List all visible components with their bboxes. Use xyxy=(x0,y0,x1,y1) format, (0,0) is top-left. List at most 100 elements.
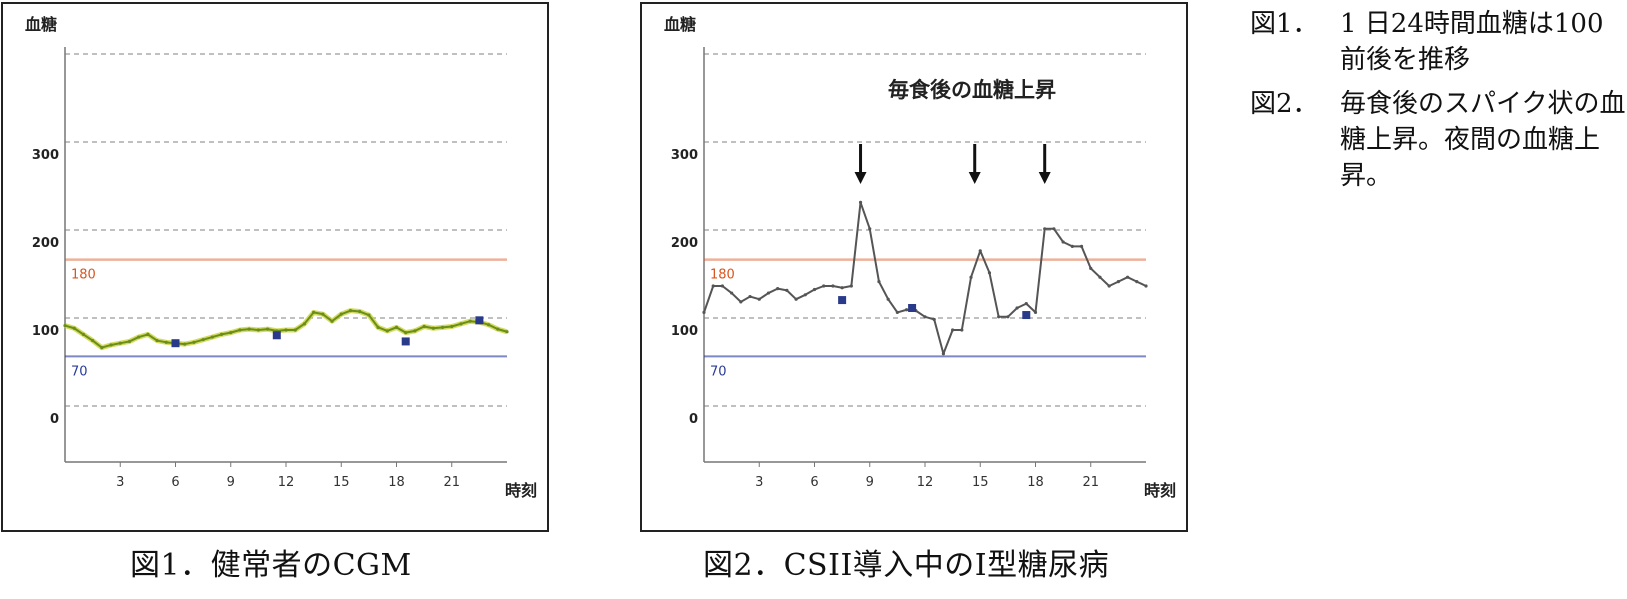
chart2-data-point xyxy=(766,291,771,295)
chart1-y-tick-label: 200 xyxy=(32,236,59,251)
figure1-caption: 図1．健常者のCGM xyxy=(130,548,412,583)
chart2-meal-marker xyxy=(908,304,917,312)
chart1-data-point xyxy=(394,325,399,329)
figure-notes: 図1． 1 日24時間血糖は100前後を推移 図2． 毎食後のスパイク状の血糖上… xyxy=(1250,6,1626,202)
chart2-y-tick-label: 300 xyxy=(671,148,698,163)
chart2-data-point xyxy=(822,284,826,288)
chart1-data-point xyxy=(339,312,343,316)
chart1-meal-marker xyxy=(475,316,484,325)
note-figure1-text: 1 日24時間血糖は100前後を推移 xyxy=(1340,9,1604,75)
chart2-data-point xyxy=(711,284,715,288)
chart2-x-tick-label: 18 xyxy=(1027,475,1044,490)
chart2-data-point xyxy=(868,227,872,231)
chart1-x-tick-label: 15 xyxy=(333,475,350,490)
chart2-data-point xyxy=(1006,315,1010,319)
chart2-x-tick-label: 6 xyxy=(810,475,818,490)
chart2-data-point xyxy=(757,297,761,301)
chart1-data-point xyxy=(109,343,113,347)
chart1-reference-line-label: 180 xyxy=(71,268,96,283)
chart2-x-tick-label: 3 xyxy=(755,475,763,490)
chart1-data-point xyxy=(293,328,297,332)
chart1-y-axis-title: 血糖 xyxy=(25,15,57,34)
chart1-data-point xyxy=(358,309,362,314)
chart2-data-point xyxy=(978,249,982,253)
chart-panel-normal-cgm: 0 100 200 300 3 6 9 12 15 18 21 血糖 時刻 180 70 xyxy=(1,2,549,532)
chart2-spike-arrow-head xyxy=(968,172,981,184)
chart1-data-point xyxy=(284,328,288,332)
chart1-data-point xyxy=(404,331,408,335)
chart2-data-point xyxy=(923,315,927,319)
chart2-data-point xyxy=(849,284,853,288)
chart1-data-point xyxy=(321,312,325,316)
chart2-data-point xyxy=(1144,284,1148,288)
chart2-data-point xyxy=(1043,227,1047,231)
chart1-data-point xyxy=(137,335,141,339)
chart1-data-point xyxy=(229,331,233,335)
chart2-y-tick-label: 0 xyxy=(689,412,698,427)
chart2-data-point xyxy=(1107,284,1111,288)
chart2-data-point xyxy=(720,284,725,288)
chart2-data-point xyxy=(932,317,936,322)
chart2-data-point xyxy=(1052,227,1056,231)
chart1-data-point xyxy=(100,346,104,350)
chart1-meal-marker xyxy=(171,339,180,348)
chart1-data-point xyxy=(192,340,196,344)
chart1-data-point xyxy=(459,322,463,326)
chart1-data-point xyxy=(440,325,445,329)
chart1-data-point xyxy=(422,324,426,329)
chart2-data-point xyxy=(1116,280,1120,284)
chart2-y-axis-title: 血糖 xyxy=(664,15,696,34)
chart2-data-point xyxy=(960,328,964,332)
chart2-meal-marker xyxy=(838,296,847,305)
chart2-data-point xyxy=(1024,302,1028,306)
chart2-data-point xyxy=(1061,240,1065,244)
chart1-x-tick-label: 3 xyxy=(116,475,124,490)
chart1-y-tick-label: 0 xyxy=(50,412,59,427)
chart2-data-point xyxy=(812,287,817,292)
chart2-spike-arrow-head xyxy=(854,172,867,184)
chart2-x-tick-label: 15 xyxy=(972,475,989,490)
chart1-data-point xyxy=(238,328,242,332)
chart2-x-axis-title: 時刻 xyxy=(1144,481,1176,500)
chart1-data-point xyxy=(210,335,214,339)
chart2-data-point xyxy=(997,315,1001,319)
chart2-x-tick-label: 9 xyxy=(866,475,874,490)
chart1-data-point xyxy=(164,340,168,344)
chart2-data-point xyxy=(1135,280,1139,284)
note-figure2-number: 図2． xyxy=(1250,89,1319,119)
chart2-data-point xyxy=(969,275,973,279)
chart-panel-csii-type1: 0 100 200 300 3 6 9 12 15 18 21 血糖 時刻 180 70 毎食後の血糖上昇 xyxy=(640,2,1188,532)
chart1-data-point xyxy=(155,338,159,343)
chart2-data-point xyxy=(951,328,955,332)
chart2-data-point xyxy=(840,286,844,290)
chart2-series-line xyxy=(703,201,1147,355)
chart2-data-point xyxy=(1015,306,1019,310)
chart2-reference-line-label: 70 xyxy=(710,364,727,379)
chart2-y-tick-label: 200 xyxy=(671,236,698,251)
chart1-x-tick-label: 6 xyxy=(171,475,179,490)
chart1-x-tick-label: 12 xyxy=(278,475,295,490)
chart1-data-point xyxy=(183,342,187,346)
chart2-data-point xyxy=(941,352,946,356)
chart2-data-point xyxy=(1098,275,1102,279)
note-figure1: 図1． 1 日24時間血糖は100前後を推移 xyxy=(1250,6,1626,78)
chart1-x-tick-label: 21 xyxy=(443,475,460,490)
chart2-x-tick-label: 12 xyxy=(917,475,934,490)
chart2-reference-line-label: 180 xyxy=(710,268,735,283)
chart1-data-point xyxy=(201,338,205,342)
chart2-data-point xyxy=(895,310,899,314)
chart1-x-axis-title: 時刻 xyxy=(505,481,537,500)
chart1-data-point xyxy=(413,329,417,333)
chart2-y-tick-label: 100 xyxy=(671,324,698,339)
chart1-data-point xyxy=(91,338,95,343)
chart1-data-point xyxy=(118,341,122,345)
chart1-data-point xyxy=(219,332,224,336)
chart1-data-point xyxy=(431,326,435,330)
chart2-title: 毎食後の血糖上昇 xyxy=(888,78,1056,102)
chart2-data-point xyxy=(776,287,780,291)
chart2-data-point xyxy=(748,294,752,299)
chart1-meal-marker xyxy=(272,331,281,340)
chart1-data-point xyxy=(146,332,150,336)
